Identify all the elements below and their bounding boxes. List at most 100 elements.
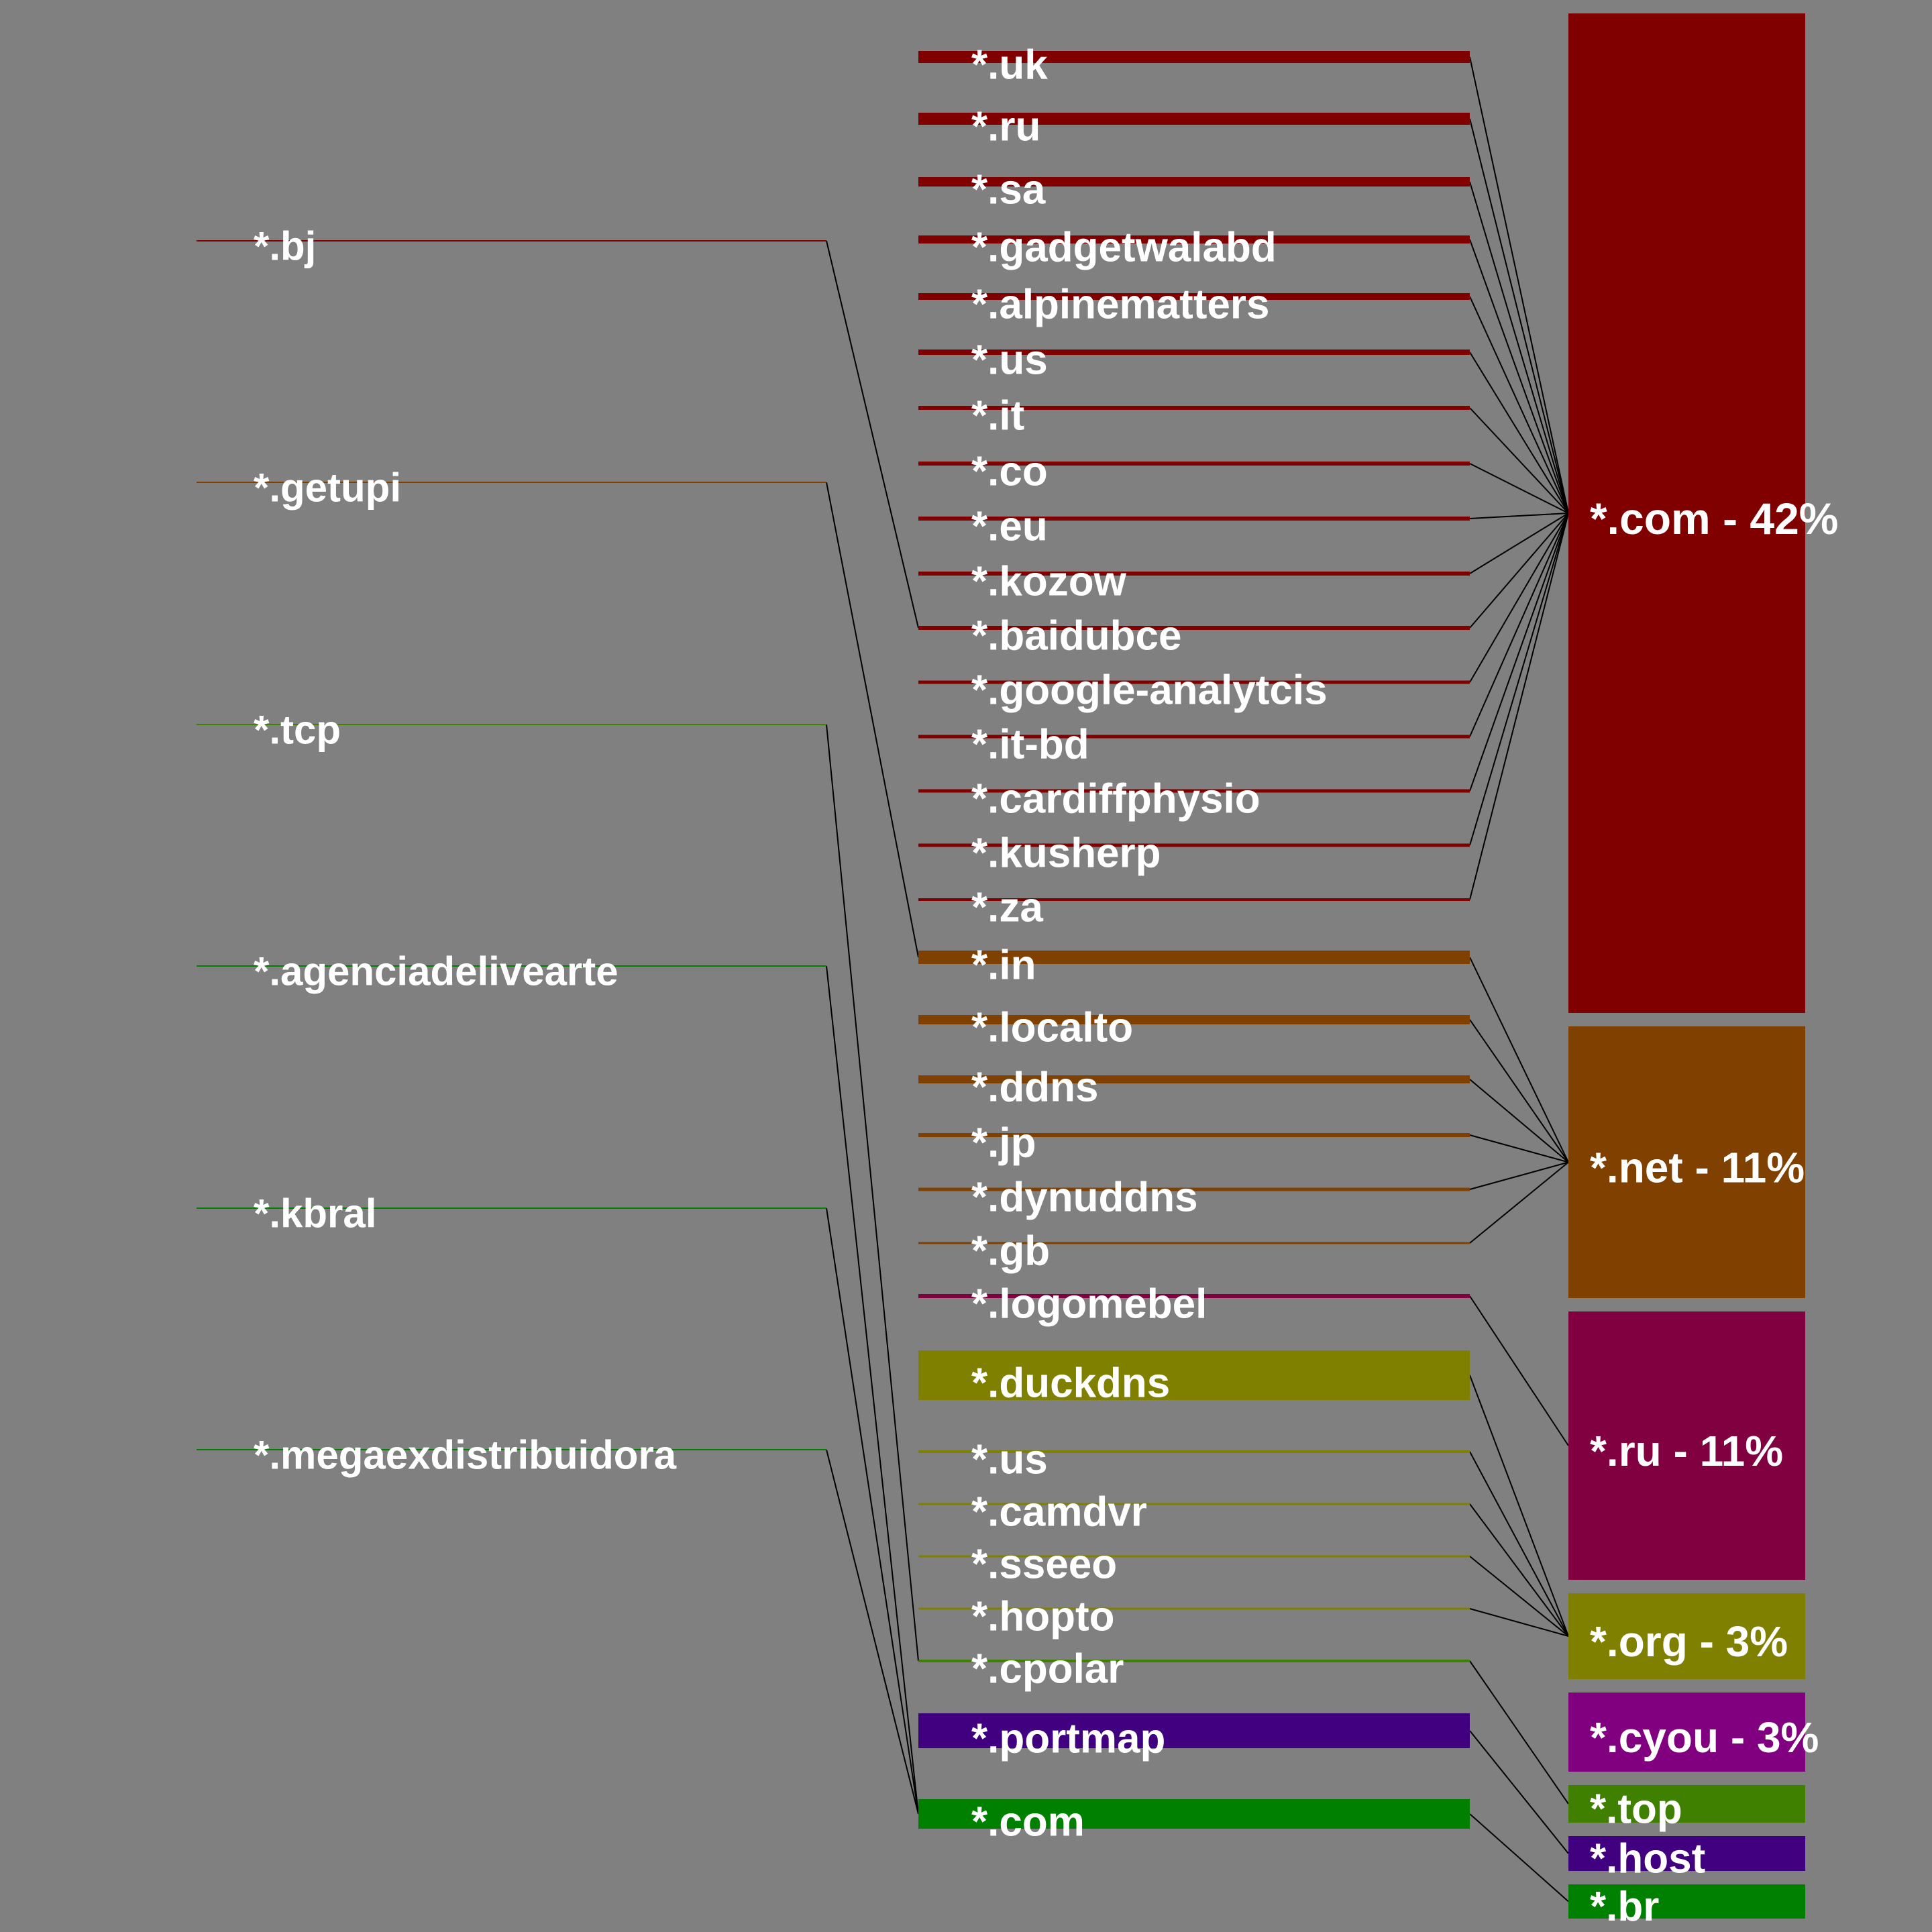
right-node-label-com-42: *.com - 42% — [1590, 494, 1838, 543]
link-right-0-8 — [1469, 513, 1569, 519]
middle-node-label-jp: *.jp — [971, 1120, 1036, 1167]
middle-node-label-gb: *.gb — [971, 1228, 1050, 1275]
middle-node-bar-cardiffphysio — [918, 789, 1470, 793]
link-right-0-11 — [1469, 513, 1569, 683]
middle-node-bar-baidubce — [918, 626, 1470, 630]
middle-node-bar-gb — [918, 1242, 1470, 1244]
middle-node-bar-it-bd — [918, 735, 1470, 739]
right-node-label-net-11: *.net - 11% — [1590, 1144, 1805, 1192]
left-node-label-getupi: *.getupi — [254, 466, 401, 511]
link-right-0-3 — [1469, 239, 1569, 514]
middle-node-label-gadgetwalabd: *.gadgetwalabd — [971, 225, 1277, 271]
link-right-0-2 — [1469, 181, 1569, 514]
middle-node-bar-kusherp — [918, 843, 1470, 847]
link-right-4-28 — [1469, 1660, 1569, 1805]
link-right-3-27 — [1469, 1608, 1569, 1637]
middle-node-bar-dynuddns — [918, 1187, 1470, 1191]
right-node-label-org-3: *.org - 3% — [1590, 1617, 1788, 1666]
right-node-label-top: *.top — [1590, 1786, 1682, 1833]
middle-node-label-com: *.com — [971, 1799, 1085, 1845]
link-right-1-18 — [1469, 1079, 1569, 1163]
link-right-5-29 — [1469, 1730, 1569, 1854]
link-right-0-14 — [1469, 513, 1569, 846]
link-right-3-26 — [1469, 1556, 1569, 1637]
link-right-0-13 — [1469, 513, 1569, 792]
link-left-4 — [826, 1208, 919, 1815]
middle-node-label-localto: *.localto — [971, 1005, 1133, 1051]
link-right-0-5 — [1469, 352, 1569, 514]
link-left-5 — [826, 1449, 919, 1815]
middle-node-label-cardiffphysio: *.cardiffphysio — [971, 776, 1260, 822]
middle-node-bar-in — [918, 951, 1470, 964]
middle-nodes-layer: *.uk *.ru *.sa *.gadgetwalabd *.alpinematter… — [918, 42, 1470, 1845]
middle-node-bar-ru — [918, 113, 1470, 125]
link-right-2-22 — [1469, 1295, 1569, 1446]
middle-node-label-in: *.in — [971, 943, 1036, 989]
middle-node-label-co: *.co — [971, 449, 1048, 495]
left-nodes-layer: *.bj *.getupi *.tcp *.agenciadelivearte *.kb… — [197, 224, 826, 1478]
middle-node-label-dynuddns: *.dynuddns — [971, 1175, 1198, 1221]
right-node-label-host: *.host — [1590, 1836, 1705, 1882]
link-right-0-7 — [1469, 463, 1569, 514]
middle-node-label-kozow: *.kozow — [971, 559, 1127, 605]
link-right-0-12 — [1469, 513, 1569, 737]
middle-node-bar-ddns — [918, 1075, 1470, 1083]
right-node-label-br: *.br — [1590, 1884, 1659, 1930]
link-right-6-30 — [1469, 1813, 1569, 1902]
middle-node-label-ru: *.ru — [971, 104, 1040, 150]
link-left-3 — [826, 965, 919, 1815]
middle-node-bar-logomebel — [918, 1294, 1470, 1298]
left-node-label-kbral: *.kbral — [254, 1191, 376, 1236]
middle-node-bar-jp — [918, 1133, 1470, 1137]
link-left-1 — [826, 482, 919, 958]
right-node-label-ru-11: *.ru - 11% — [1590, 1427, 1783, 1475]
middle-node-bar-gadgetwalabd — [918, 235, 1470, 244]
middle-node-bar-portmap — [918, 1713, 1470, 1748]
middle-node-bar-google-analytcis — [918, 680, 1470, 684]
link-right-3-23 — [1469, 1375, 1569, 1637]
link-right-0-6 — [1469, 407, 1569, 514]
link-right-0-9 — [1469, 513, 1569, 574]
right-node-box-br — [1568, 1884, 1805, 1919]
middle-node-label-baidubce: *.baidubce — [971, 613, 1182, 659]
middle-node-bar-us — [918, 350, 1470, 355]
middle-node-label-it: *.it — [971, 393, 1024, 439]
right-node-box-top — [1568, 1785, 1805, 1823]
link-right-0-10 — [1469, 513, 1569, 629]
link-right-1-17 — [1469, 1019, 1569, 1163]
right-node-box-net-11 — [1568, 1026, 1805, 1298]
right-node-box-cyou-3 — [1568, 1693, 1805, 1772]
middle-node-label-us: *.us — [971, 337, 1048, 384]
middle-node-bar-com — [918, 1799, 1470, 1829]
middle-node-bar-sseeo — [918, 1555, 1470, 1558]
link-right-1-20 — [1469, 1161, 1569, 1190]
link-left-2 — [826, 724, 919, 1662]
middle-node-label-it-bd: *.it-bd — [971, 722, 1089, 768]
link-right-3-24 — [1469, 1451, 1569, 1637]
links-layer — [826, 56, 1569, 1902]
link-right-1-21 — [1469, 1161, 1569, 1244]
link-right-1-19 — [1469, 1134, 1569, 1163]
middle-node-label-ddns: *.ddns — [971, 1065, 1098, 1111]
link-left-0 — [826, 240, 919, 629]
link-right-0-15 — [1469, 513, 1569, 900]
middle-node-label-google-analytcis: *.google-analytcis — [971, 667, 1328, 714]
middle-node-bar-cpolar — [918, 1660, 1470, 1662]
right-nodes-layer: *.com - 42% *.net - 11% *.ru - 11% *.org - … — [1568, 13, 1838, 1930]
middle-node-label-sseeo: *.sseeo — [971, 1542, 1117, 1588]
middle-node-label-cpolar: *.cpolar — [971, 1646, 1124, 1693]
middle-node-label-uk: *.uk — [971, 42, 1048, 89]
right-node-box-com-42 — [1568, 13, 1805, 1013]
middle-node-bar-eu — [918, 517, 1470, 521]
left-node-label-megaexdistribuidora: *.megaexdistribuidora — [254, 1433, 677, 1478]
right-node-label-cyou-3: *.cyou - 3% — [1590, 1713, 1819, 1762]
right-node-box-host — [1568, 1836, 1805, 1871]
middle-node-bar-alpinematters — [918, 293, 1470, 300]
middle-node-bar-localto — [918, 1015, 1470, 1024]
middle-node-label-portmap: *.portmap — [971, 1716, 1165, 1762]
middle-node-bar-hopto — [918, 1607, 1470, 1610]
link-right-0-4 — [1469, 296, 1569, 514]
middle-node-bar-co — [918, 462, 1470, 466]
middle-node-label-sa: *.sa — [971, 167, 1046, 213]
